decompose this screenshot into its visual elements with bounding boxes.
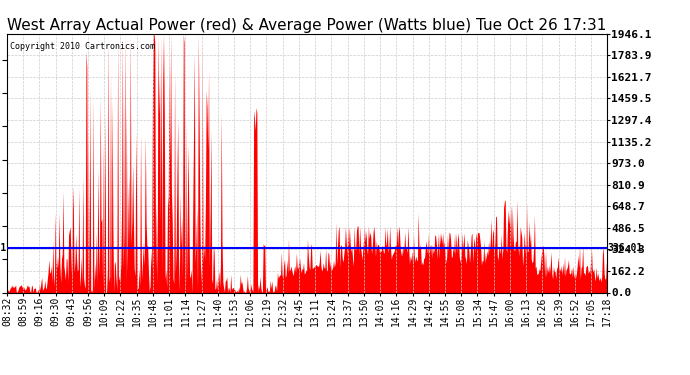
Text: 336.01: 336.01 <box>608 243 643 253</box>
Title: West Array Actual Power (red) & Average Power (Watts blue) Tue Oct 26 17:31: West Array Actual Power (red) & Average … <box>8 18 607 33</box>
Text: 336.01: 336.01 <box>0 243 6 253</box>
Text: Copyright 2010 Cartronics.com: Copyright 2010 Cartronics.com <box>10 42 155 51</box>
